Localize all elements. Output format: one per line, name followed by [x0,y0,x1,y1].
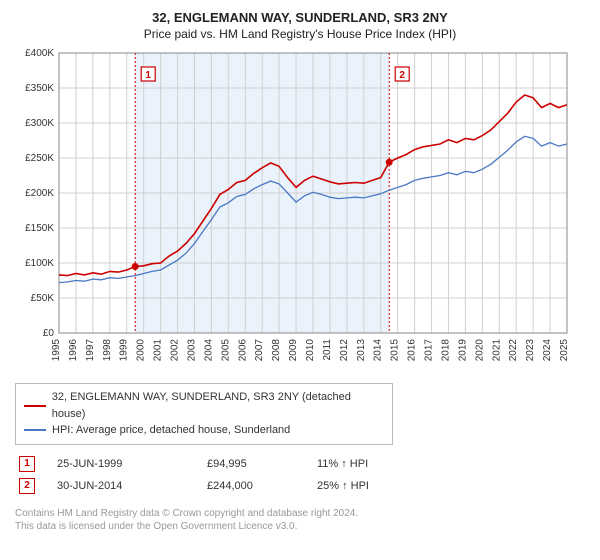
footnote: Contains HM Land Registry data © Crown c… [15,507,585,534]
legend-label: HPI: Average price, detached house, Sund… [52,422,290,439]
svg-text:2005: 2005 [220,339,231,362]
svg-text:2018: 2018 [440,339,451,362]
svg-text:1999: 1999 [119,339,130,362]
svg-text:2004: 2004 [203,339,214,362]
svg-text:2001: 2001 [153,339,164,362]
svg-text:2009: 2009 [288,339,299,362]
legend-swatch-blue [24,429,46,431]
chart-subtitle: Price paid vs. HM Land Registry's House … [15,27,585,41]
svg-text:2020: 2020 [474,339,485,362]
chart-title: 32, ENGLEMANN WAY, SUNDERLAND, SR3 2NY [15,10,585,25]
svg-text:£100K: £100K [25,258,54,269]
svg-text:£300K: £300K [25,118,54,129]
transaction-price: £244,000 [207,480,317,492]
svg-text:£0: £0 [43,328,55,339]
svg-text:£200K: £200K [25,188,54,199]
svg-text:£50K: £50K [31,293,55,304]
svg-text:2002: 2002 [170,339,181,362]
svg-text:£250K: £250K [25,153,54,164]
svg-text:2012: 2012 [339,339,350,362]
price-chart: £0 £50K £100K £150K £200K £250K £300K £350K £400… [15,47,585,377]
svg-text:2021: 2021 [491,339,502,362]
footnote-line: This data is licensed under the Open Gov… [15,520,585,534]
svg-text:2023: 2023 [525,339,536,362]
transaction-date: 30-JUN-2014 [57,480,207,492]
svg-text:2011: 2011 [322,339,333,361]
chart-header: 32, ENGLEMANN WAY, SUNDERLAND, SR3 2NY P… [15,10,585,41]
svg-text:2000: 2000 [136,339,147,362]
svg-text:2025: 2025 [559,339,570,362]
svg-text:1: 1 [145,70,151,81]
svg-text:£150K: £150K [25,223,54,234]
transaction-badge: 1 [19,456,35,472]
transaction-delta: 25% ↑ HPI [317,480,427,492]
svg-text:2007: 2007 [254,339,265,362]
svg-text:£400K: £400K [25,48,54,59]
svg-text:2010: 2010 [305,339,316,362]
svg-text:1996: 1996 [68,339,79,362]
svg-text:1998: 1998 [102,339,113,362]
transactions-table: 1 25-JUN-1999 £94,995 11% ↑ HPI 2 30-JUN… [15,453,585,497]
transaction-badge: 2 [19,478,35,494]
transaction-price: £94,995 [207,458,317,470]
footnote-line: Contains HM Land Registry data © Crown c… [15,507,585,521]
legend-label: 32, ENGLEMANN WAY, SUNDERLAND, SR3 2NY (… [52,389,384,422]
svg-text:2014: 2014 [373,339,384,362]
svg-text:1995: 1995 [51,339,62,362]
chart-svg: £0 £50K £100K £150K £200K £250K £300K £350K £400… [15,47,575,377]
svg-text:2015: 2015 [390,339,401,362]
svg-text:2022: 2022 [508,339,519,362]
svg-text:2006: 2006 [237,339,248,362]
transaction-row: 1 25-JUN-1999 £94,995 11% ↑ HPI [15,453,585,475]
legend-item: HPI: Average price, detached house, Sund… [24,422,384,439]
legend-swatch-red [24,405,46,407]
svg-text:1997: 1997 [85,339,96,362]
transaction-date: 25-JUN-1999 [57,458,207,470]
svg-text:2019: 2019 [457,339,468,362]
svg-text:2016: 2016 [407,339,418,362]
svg-text:2008: 2008 [271,339,282,362]
svg-text:2: 2 [399,70,405,81]
transaction-delta: 11% ↑ HPI [317,458,427,470]
svg-text:2003: 2003 [186,339,197,362]
svg-text:2017: 2017 [424,339,435,362]
legend-item: 32, ENGLEMANN WAY, SUNDERLAND, SR3 2NY (… [24,389,384,422]
svg-text:2024: 2024 [542,339,553,362]
svg-text:2013: 2013 [356,339,367,362]
legend: 32, ENGLEMANN WAY, SUNDERLAND, SR3 2NY (… [15,383,393,445]
svg-text:£350K: £350K [25,83,54,94]
transaction-row: 2 30-JUN-2014 £244,000 25% ↑ HPI [15,475,585,497]
